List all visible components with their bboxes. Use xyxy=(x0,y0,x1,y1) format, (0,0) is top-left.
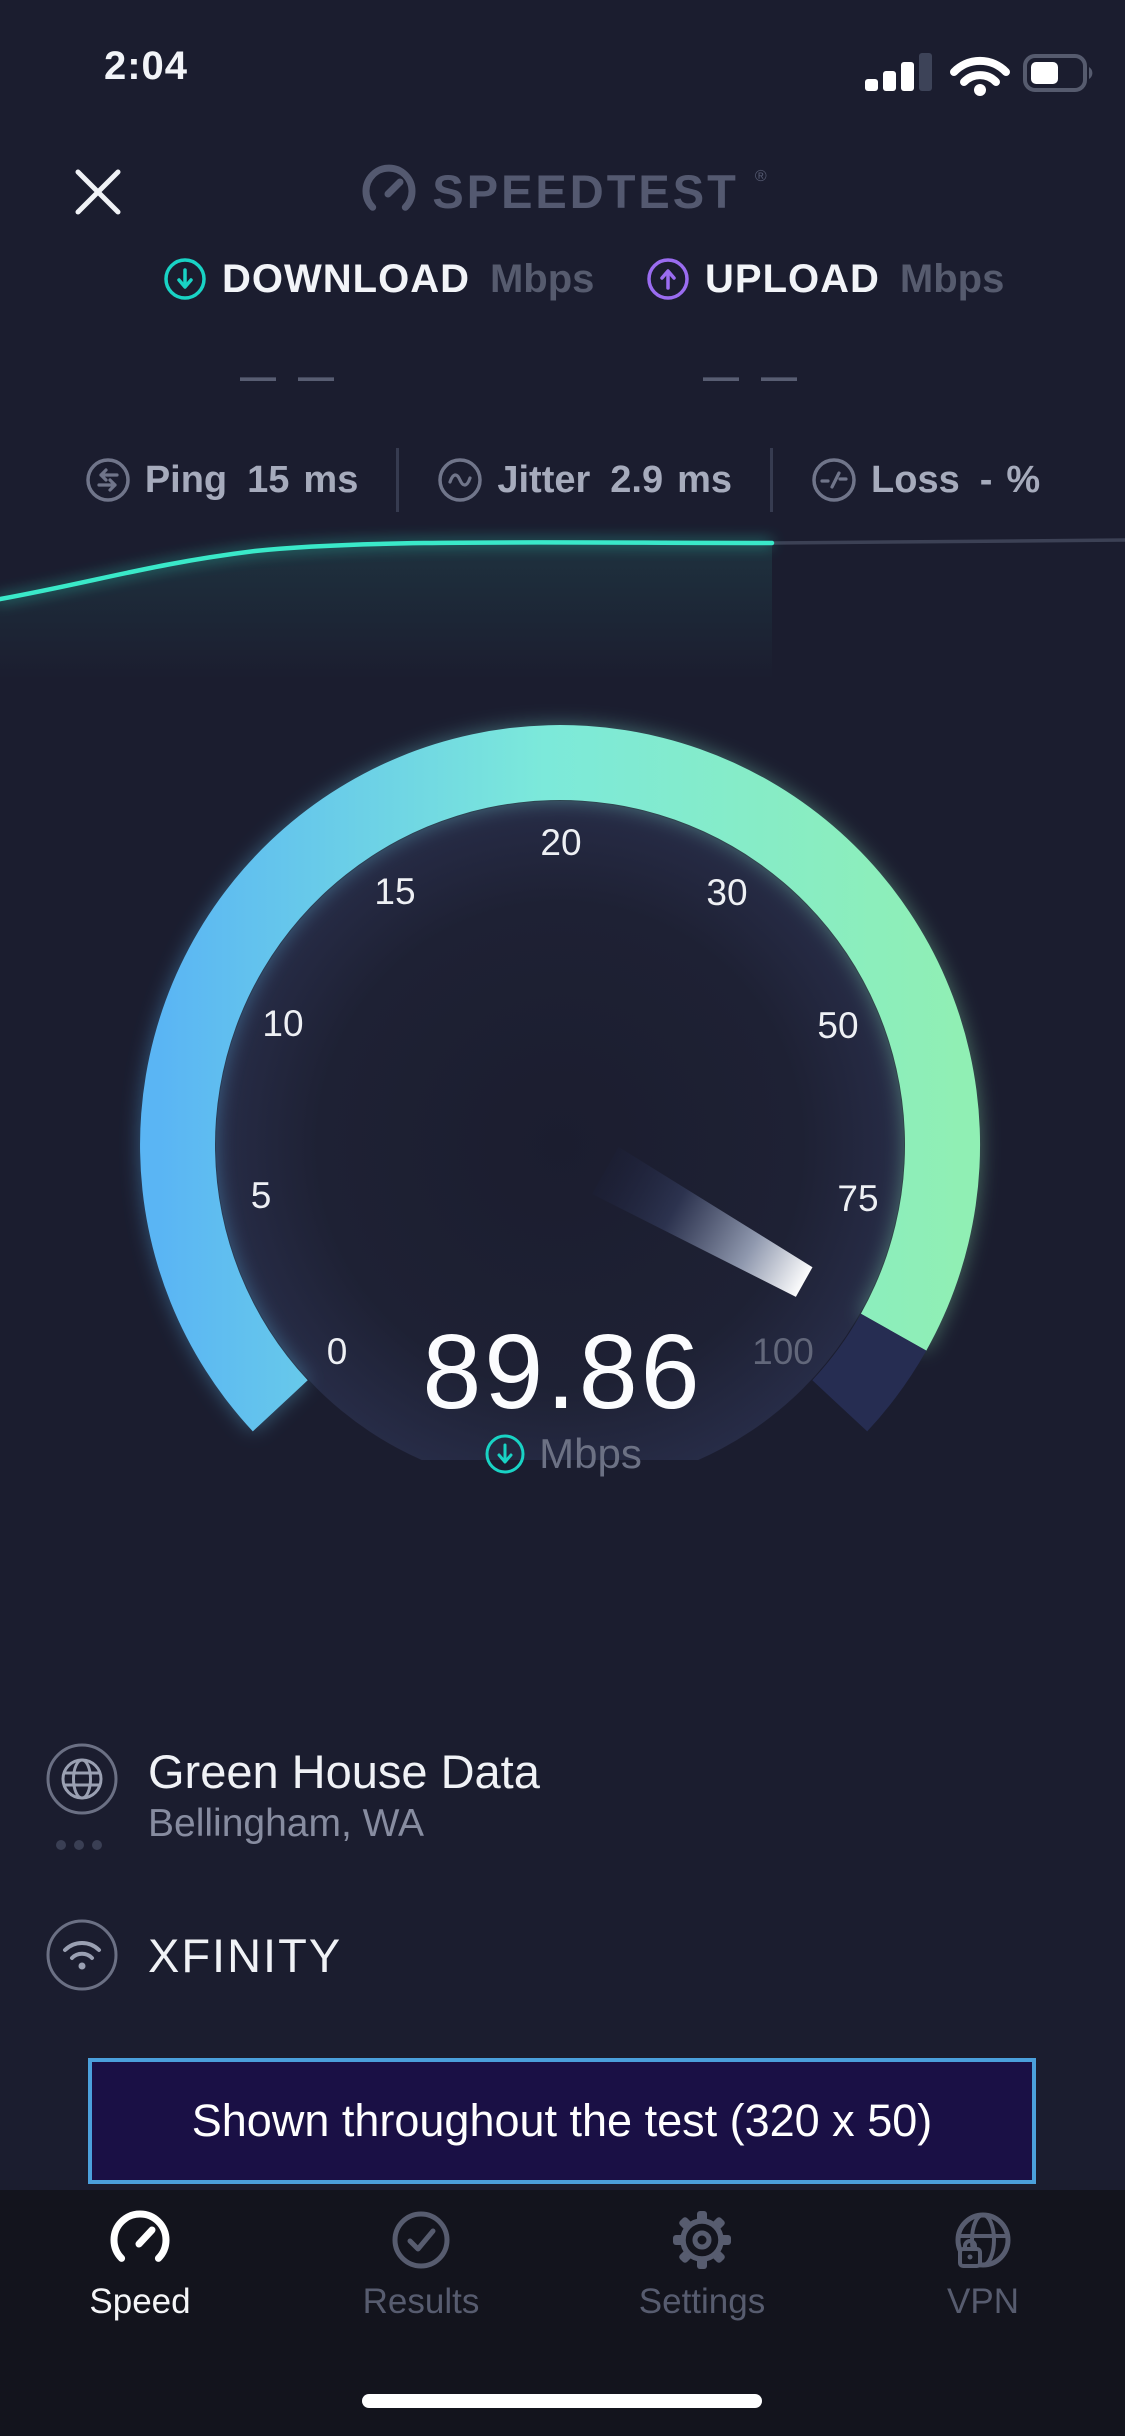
download-speed-value: 89.86 xyxy=(422,1313,703,1431)
upload-label: UPLOAD xyxy=(705,256,880,301)
gauge-needle xyxy=(592,1146,813,1297)
gauge-tick-5: 5 xyxy=(251,1175,272,1216)
upload-unit: Mbps xyxy=(899,256,1005,301)
gauge-tick-100: 100 xyxy=(752,1331,814,1372)
globe-icon xyxy=(46,1743,118,1815)
server-host: Green House Data xyxy=(148,1745,540,1798)
status-icons xyxy=(865,50,1097,96)
download-arrow-icon xyxy=(164,258,206,300)
ping-value: 15 xyxy=(247,458,290,501)
isp-name: XFINITY xyxy=(148,1929,343,1982)
ad-banner-text: Shown throughout the test (320 x 50) xyxy=(191,2095,933,2146)
loss-icon xyxy=(812,458,856,502)
tab-vpn[interactable]: VPN xyxy=(873,2208,1093,2322)
speedtest-gauge-logo-icon xyxy=(362,164,416,211)
gear-icon xyxy=(673,2211,731,2269)
download-unit: Mbps xyxy=(489,256,595,301)
gauge-tick-30: 30 xyxy=(706,872,747,913)
tab-results[interactable]: Results xyxy=(311,2208,531,2322)
loss-label: Loss xyxy=(871,458,960,501)
home-indicator[interactable] xyxy=(362,2394,762,2408)
gauge-tick-15: 15 xyxy=(374,871,415,912)
gauge-tick-10: 10 xyxy=(262,1003,303,1044)
jitter-value: 2.9 xyxy=(610,458,664,501)
download-label: DOWNLOAD xyxy=(222,256,470,301)
loss-value: - xyxy=(979,458,993,501)
logo-trademark: ® xyxy=(754,168,767,185)
loss-group: Loss - % xyxy=(811,457,1040,503)
gauge-tick-50: 50 xyxy=(817,1005,858,1046)
battery-icon xyxy=(1023,54,1093,92)
ping-icon xyxy=(86,458,130,502)
cellular-signal-icon xyxy=(865,53,932,91)
logo-text: SPEEDTEST xyxy=(432,164,739,218)
vpn-globe-lock-icon xyxy=(955,2212,1011,2268)
gauge-unit-label: Mbps xyxy=(539,1430,642,1477)
jitter-icon xyxy=(438,458,483,502)
wifi-icon xyxy=(950,56,1010,96)
dot xyxy=(92,1840,102,1850)
throughput-line-chart xyxy=(0,538,1125,680)
jitter-label: Jitter xyxy=(497,458,591,501)
download-arrow-icon xyxy=(485,1434,525,1474)
tab-speed-label: Speed xyxy=(89,2282,191,2321)
jitter-unit: ms xyxy=(677,458,733,501)
speed-gauge: 0 5 10 15 20 30 50 75 100 xyxy=(140,725,981,1460)
divider xyxy=(770,448,774,512)
upload-value-placeholder: — — xyxy=(703,356,804,397)
gauge-inner-disc xyxy=(216,801,904,1460)
results-check-icon xyxy=(392,2211,450,2269)
divider xyxy=(396,448,400,512)
close-icon xyxy=(75,169,121,215)
gauge-remainder-arc xyxy=(812,1313,927,1432)
tab-results-label: Results xyxy=(362,2282,480,2321)
close-button[interactable] xyxy=(70,164,126,220)
download-metric: DOWNLOAD Mbps xyxy=(162,256,594,302)
wifi-connection-icon xyxy=(46,1919,118,1991)
jitter-group: Jitter 2.9 ms xyxy=(437,457,732,503)
gauge-tick-75: 75 xyxy=(837,1178,878,1219)
gauge-tick-labels: 0 5 10 15 20 30 50 75 100 xyxy=(251,822,879,1372)
gauge-tick-0: 0 xyxy=(327,1331,348,1372)
status-time: 2:04 xyxy=(103,44,189,88)
loss-unit: % xyxy=(1006,458,1041,501)
gauge-unit-row: Mbps xyxy=(0,1430,1125,1478)
dot xyxy=(74,1840,84,1850)
server-location: Bellingham, WA xyxy=(148,1802,424,1845)
tab-vpn-label: VPN xyxy=(947,2282,1019,2321)
gauge-tick-20: 20 xyxy=(540,822,581,863)
dot xyxy=(56,1840,66,1850)
speed-gauge-icon xyxy=(110,2210,170,2262)
ad-banner[interactable]: Shown throughout the test (320 x 50) xyxy=(88,2058,1036,2184)
tab-settings-label: Settings xyxy=(638,2282,766,2321)
upload-arrow-icon xyxy=(647,258,689,300)
change-server-menu[interactable] xyxy=(56,1840,102,1850)
ping-group: Ping 15 ms xyxy=(85,457,359,503)
ping-unit: ms xyxy=(303,458,359,501)
speedtest-logo: SPEEDTEST ® xyxy=(0,162,1125,220)
latency-row: Ping 15 ms Jitter 2.9 ms Loss - % xyxy=(0,448,1125,512)
gauge-progress-arc xyxy=(140,725,981,1432)
tab-speed[interactable]: Speed xyxy=(30,2208,250,2322)
ping-label: Ping xyxy=(144,458,228,501)
download-value-placeholder: — — xyxy=(240,356,341,397)
tab-settings[interactable]: Settings xyxy=(592,2208,812,2322)
upload-metric: UPLOAD Mbps xyxy=(645,256,1004,302)
